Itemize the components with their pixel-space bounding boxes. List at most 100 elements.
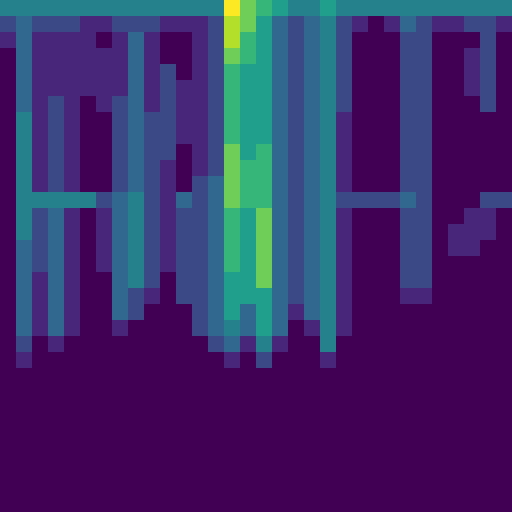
heatmap-cell [368,352,385,369]
heatmap-cell [208,416,225,433]
heatmap-cell [256,480,273,497]
heatmap-cell [384,48,401,65]
heatmap-cell [480,32,497,49]
heatmap-cell [368,496,385,512]
heatmap-cell [48,160,65,177]
heatmap-cell [112,432,129,449]
heatmap-cell [112,368,129,385]
heatmap-cell [304,48,321,65]
heatmap-cell [96,176,113,193]
heatmap-cell [448,368,465,385]
heatmap-cell [336,128,353,145]
heatmap-cell [240,304,257,321]
heatmap-cell [192,16,209,33]
heatmap-cell [464,0,481,17]
heatmap-cell [128,208,145,225]
heatmap-cell [320,272,337,289]
heatmap-cell [176,0,193,17]
heatmap-cell [432,320,449,337]
heatmap-cell [336,32,353,49]
heatmap-cell [304,176,321,193]
heatmap-cell [320,80,337,97]
heatmap-cell [144,432,161,449]
heatmap-cell [64,64,81,81]
heatmap-cell [448,208,465,225]
heatmap-cell [208,288,225,305]
heatmap-cell [464,496,481,512]
heatmap-cell [96,496,113,512]
heatmap-cell [96,0,113,17]
heatmap-cell [464,208,481,225]
heatmap-cell [288,496,305,512]
heatmap-cell [368,464,385,481]
heatmap-cell [160,272,177,289]
heatmap-cell [352,16,369,33]
heatmap-cell [80,176,97,193]
heatmap-cell [368,256,385,273]
heatmap-cell [432,80,449,97]
heatmap-cell [336,192,353,209]
heatmap-cell [16,112,33,129]
heatmap-cell [416,272,433,289]
heatmap-cell [480,288,497,305]
heatmap-cell [80,480,97,497]
heatmap-cell [320,224,337,241]
heatmap-cell [352,432,369,449]
heatmap-cell [496,112,512,129]
heatmap-cell [32,384,49,401]
heatmap-cell [48,64,65,81]
heatmap-cell [464,320,481,337]
heatmap-cell [336,240,353,257]
heatmap-cell [240,256,257,273]
heatmap-cell [320,192,337,209]
heatmap-cell [304,32,321,49]
heatmap-cell [64,416,81,433]
heatmap-cell [352,336,369,353]
heatmap-cell [144,16,161,33]
heatmap-cell [400,224,417,241]
heatmap-cell [64,272,81,289]
heatmap-cell [240,272,257,289]
heatmap-cell [96,384,113,401]
heatmap-cell [352,64,369,81]
heatmap-cell [16,256,33,273]
heatmap-cell [496,224,512,241]
heatmap-cell [224,256,241,273]
heatmap-cell [176,352,193,369]
heatmap-cell [416,416,433,433]
heatmap-cell [32,64,49,81]
heatmap-cell [0,480,17,497]
heatmap-cell [480,144,497,161]
heatmap-cell [96,256,113,273]
heatmap-cell [16,432,33,449]
heatmap-cell [160,464,177,481]
heatmap-cell [448,448,465,465]
heatmap-cell [480,416,497,433]
heatmap-cell [32,48,49,65]
heatmap-cell [416,80,433,97]
heatmap-cell [240,48,257,65]
heatmap-cell [400,16,417,33]
heatmap-cell [288,128,305,145]
heatmap-cell [480,64,497,81]
heatmap-cell [96,48,113,65]
heatmap-cell [272,96,289,113]
heatmap-cell [208,400,225,417]
heatmap-cell [320,48,337,65]
heatmap-cell [16,16,33,33]
heatmap-cell [208,432,225,449]
heatmap-cell [192,128,209,145]
heatmap-cell [256,352,273,369]
heatmap-cell [0,240,17,257]
heatmap-cell [112,144,129,161]
heatmap-cell [48,32,65,49]
heatmap-cell [384,96,401,113]
heatmap-cell [288,336,305,353]
heatmap-cell [320,464,337,481]
heatmap-cell [192,224,209,241]
heatmap-cell [336,112,353,129]
heatmap-cell [128,112,145,129]
heatmap-cell [224,384,241,401]
heatmap-cell [432,352,449,369]
heatmap-cell [32,16,49,33]
